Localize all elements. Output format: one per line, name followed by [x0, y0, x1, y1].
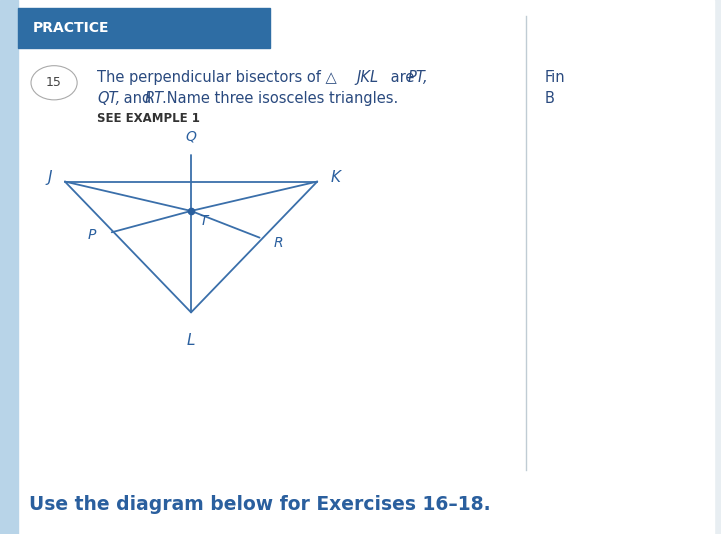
Text: J: J — [48, 170, 52, 185]
Bar — [0, 0, 18, 534]
Text: QT,: QT, — [97, 91, 120, 106]
Text: RT: RT — [144, 91, 163, 106]
Text: L: L — [187, 333, 195, 348]
Text: T: T — [200, 214, 208, 227]
Text: K: K — [330, 170, 340, 185]
Text: .Name three isosceles triangles.: .Name three isosceles triangles. — [162, 91, 399, 106]
Text: JKL: JKL — [357, 70, 379, 85]
Text: Use the diagram below for Exercises 16–18.: Use the diagram below for Exercises 16–1… — [29, 495, 490, 514]
Circle shape — [31, 66, 77, 100]
Text: B: B — [544, 91, 554, 106]
Text: are: are — [386, 70, 419, 85]
Text: and: and — [119, 91, 156, 106]
Text: SEE EXAMPLE 1: SEE EXAMPLE 1 — [97, 112, 200, 125]
Text: 15: 15 — [46, 76, 62, 89]
Text: The perpendicular bisectors of △: The perpendicular bisectors of △ — [97, 70, 337, 85]
Text: PRACTICE: PRACTICE — [32, 21, 109, 35]
Text: Q: Q — [185, 129, 197, 143]
Bar — [18, 8, 270, 48]
Text: Fin: Fin — [544, 70, 565, 85]
Text: R: R — [274, 236, 283, 250]
Text: PT,: PT, — [407, 70, 428, 85]
Text: P: P — [87, 228, 96, 242]
